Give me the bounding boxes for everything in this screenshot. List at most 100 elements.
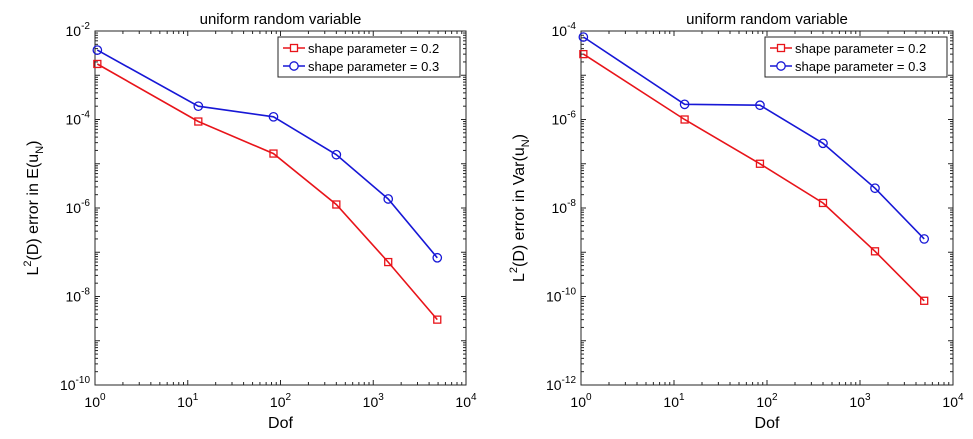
chart-1-legend-label: shape parameter = 0.2	[308, 41, 439, 56]
chart-2-x-tick-base: 10	[756, 394, 772, 410]
chart-1-plot-frame	[94, 30, 467, 386]
chart-2-y-axis-label: L2(D) error in Var(uN)	[508, 134, 532, 282]
chart-2-series-2-point	[679, 99, 690, 110]
chart-2-title: uniform random variable	[686, 11, 848, 28]
chart-1-y-label-prefix: L	[25, 267, 42, 276]
chart-2-x-tick-base: 10	[570, 394, 586, 410]
chart-1-series-1-line	[96, 63, 438, 321]
chart-2-y-tick-base: 10	[552, 200, 568, 216]
chart-1-x-tick-base: 10	[455, 394, 471, 410]
chart-2-legend-box	[764, 36, 948, 78]
chart-1-y-tick-label: 10-2	[66, 21, 91, 39]
chart-2-x-tick-exp: 0	[586, 392, 592, 403]
chart-1-legend-marker	[289, 43, 299, 53]
chart-2-x-tick-base: 10	[663, 394, 679, 410]
chart-1-legend-label: shape parameter = 0.3	[308, 59, 439, 74]
chart-1-x-tick-base: 10	[177, 394, 193, 410]
chart-1-legend-marker	[289, 61, 299, 71]
chart-2-y-tick-exp: -6	[567, 110, 576, 121]
chart-1-x-tick-base: 10	[270, 394, 286, 410]
chart-2-series-2-point	[578, 32, 589, 42]
chart-1-x-tick-base: 10	[363, 394, 379, 410]
chart-1-y-tick-label: 10-4	[66, 110, 91, 128]
chart-1-y-tick-base: 10	[60, 377, 76, 393]
chart-2-x-tick-exp: 1	[679, 392, 685, 403]
chart-1-x-tick-exp: 0	[100, 392, 106, 403]
chart-2-y-tick-label: 10-8	[552, 198, 577, 216]
chart-2-series-1-point	[680, 115, 689, 124]
chart-2-y-label-sub: N	[520, 139, 532, 147]
chart-1-series-2-point	[92, 45, 103, 55]
chart-2-legend-label: shape parameter = 0.3	[795, 59, 926, 74]
chart-2-plot-frame	[580, 30, 954, 386]
chart-2-series-1-point	[870, 247, 880, 256]
chart-1-y-tick-base: 10	[66, 200, 82, 216]
chart-1-y-axis-label: L2(D) error in E(uN)	[22, 141, 46, 276]
chart-1-y-tick-label: 10-8	[66, 287, 91, 305]
chart-2-series-2-point	[870, 183, 880, 194]
chart-1-x-tick-exp: 2	[286, 392, 292, 403]
chart-2-y-label-sup: 2	[508, 267, 520, 273]
chart-1-y-label-sup: 2	[22, 260, 34, 266]
chart-2-y-tick-base: 10	[546, 289, 562, 305]
chart-1-y-tick-base: 10	[66, 112, 82, 128]
chart-1-series-2-point	[383, 194, 394, 204]
chart-1-y-tick-exp: -10	[76, 375, 91, 386]
chart-2-series-1-point	[818, 198, 828, 208]
chart-2-series-1-line	[582, 53, 925, 302]
chart-2-x-tick-label: 100	[570, 392, 592, 410]
chart-1-x-tick-exp: 1	[193, 392, 199, 403]
chart-2-series-2-line	[582, 36, 925, 240]
chart-2-y-tick-label: 10-6	[552, 110, 577, 128]
chart-1-x-tick-label: 103	[363, 392, 385, 410]
chart-2-y-label-text: (D) error in Var(u	[511, 147, 528, 267]
chart-2-series-1-point	[579, 49, 588, 59]
chart-1-series-1-point	[194, 117, 203, 126]
chart-1-x-tick-label: 102	[270, 392, 292, 410]
chart-2-y-tick-label: 10-12	[546, 375, 576, 393]
chart-1-x-tick-label: 101	[177, 392, 199, 410]
chart-2-x-tick-exp: 2	[772, 392, 778, 403]
chart-1-y-tick-base: 10	[66, 23, 82, 39]
chart-2-y-tick-base: 10	[552, 112, 568, 128]
chart-1-x-axis-label: Dof	[268, 415, 293, 432]
chart-2-y-tick-exp: -12	[562, 375, 577, 386]
chart-2-x-tick-label: 101	[663, 392, 685, 410]
chart-1-series-2-point	[193, 101, 204, 112]
chart-1-x-tick-exp: 4	[471, 392, 477, 403]
chart-2-series-2-point	[755, 100, 765, 111]
chart-2-y-tick-base: 10	[546, 377, 562, 393]
chart-2-series-1-point	[920, 296, 929, 305]
chart-1-series-2-point	[432, 252, 443, 263]
chart-2-y-tick-exp: -10	[562, 287, 577, 298]
chart-2-x-tick-label: 102	[756, 392, 778, 410]
chart-1-y-tick-exp: -8	[81, 287, 90, 298]
chart-2-legend-label: shape parameter = 0.2	[795, 41, 926, 56]
chart-2-x-tick-exp: 4	[958, 392, 964, 403]
chart-1-title: uniform random variable	[200, 11, 362, 28]
chart-2-legend-marker	[776, 61, 786, 71]
chart-2-y-label-suffix: )	[511, 134, 528, 139]
chart-1-y-tick-exp: -2	[81, 21, 90, 32]
chart-1-y-tick-exp: -4	[81, 110, 90, 121]
chart-2-x-axis-label: Dof	[755, 415, 780, 432]
chart-2-series-2-point	[919, 234, 930, 244]
chart-1-y-tick-exp: -6	[81, 198, 90, 209]
chart-1-y-tick-label: 10-6	[66, 198, 91, 216]
chart-2-y-tick-label: 10-4	[552, 21, 577, 39]
chart-1-series-2-point	[268, 111, 279, 122]
chart-2-y-tick-exp: -8	[567, 198, 576, 209]
chart-1-series-1-point	[433, 315, 442, 324]
chart-1-y-tick-label: 10-10	[60, 375, 90, 393]
chart-1-series-2-point	[331, 149, 342, 160]
chart-2-x-tick-label: 104	[942, 392, 964, 410]
chart-1-x-tick-base: 10	[84, 394, 100, 410]
chart-1-y-label-text: (D) error in E(u	[25, 154, 42, 261]
chart-2-series-1-point	[755, 159, 765, 168]
chart-2-series-2-point	[818, 138, 828, 149]
chart-2-y-tick-label: 10-10	[546, 287, 576, 305]
chart-1-legend-box	[277, 36, 461, 78]
chart-1-series-1-point	[93, 59, 102, 69]
